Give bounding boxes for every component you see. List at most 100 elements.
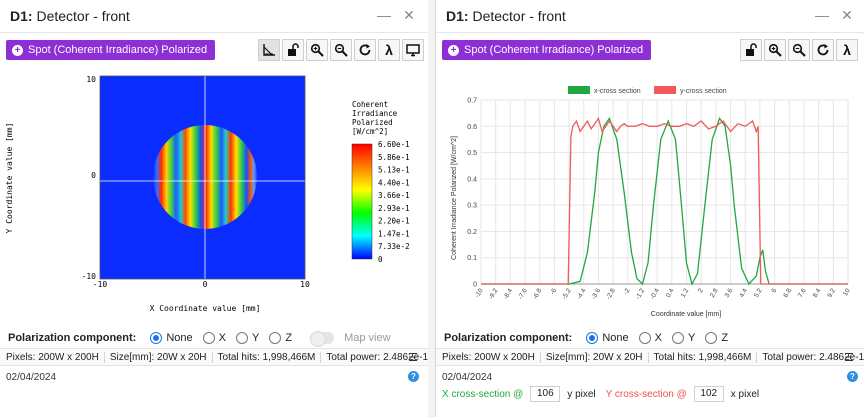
detector-window-left: D1: Detector - front — ✕ + Spot (Coheren… bbox=[0, 0, 428, 417]
plus-circle-icon: + bbox=[12, 44, 23, 56]
y-tick-label: -10 bbox=[82, 272, 97, 281]
cross-section-chart: x-cross section y-cross section 0 0.1 0.2 0.… bbox=[436, 64, 864, 331]
spot-type-button[interactable]: + Spot (Coherent Irradiance) Polarized bbox=[6, 40, 216, 60]
y-tick-label: 0 bbox=[91, 171, 96, 180]
pol-radio-y[interactable] bbox=[235, 332, 248, 344]
y-tick-label: 0.4 bbox=[467, 176, 477, 183]
x-tick-label: 0 bbox=[203, 280, 208, 289]
help-icon[interactable]: ? bbox=[408, 371, 419, 382]
x-tick-label: 2 bbox=[697, 287, 705, 294]
pol-radio-x[interactable] bbox=[202, 332, 215, 344]
title-name: Detector - front bbox=[36, 8, 130, 24]
x-tick-label: -2 bbox=[623, 287, 632, 296]
legend-swatch[interactable] bbox=[568, 86, 590, 94]
x-tick-label: -7.6 bbox=[517, 287, 529, 301]
zoom-out-icon[interactable] bbox=[788, 39, 810, 61]
minimize-icon[interactable]: — bbox=[815, 7, 829, 23]
x-tick-label: -1.2 bbox=[635, 287, 647, 301]
plot-frame bbox=[99, 75, 306, 280]
zoom-out-icon[interactable] bbox=[330, 39, 352, 61]
title-bar[interactable]: D1: Detector - front — ✕ bbox=[436, 0, 864, 33]
x-tick-label: -10 bbox=[474, 287, 485, 299]
pol-radio-none[interactable] bbox=[586, 332, 599, 344]
map-view-toggle[interactable] bbox=[310, 331, 335, 347]
pol-radio-y[interactable] bbox=[671, 332, 684, 344]
pol-option-label: Y bbox=[687, 332, 696, 344]
y-axis-label: Y Coordinate value [mm] bbox=[5, 123, 14, 234]
cross-section-controls: X cross-section @ 106 y pixel Y cross-se… bbox=[442, 385, 759, 403]
pol-radio-x[interactable] bbox=[638, 332, 651, 344]
pol-radio-z[interactable] bbox=[705, 332, 718, 344]
pol-option-label: X bbox=[654, 332, 662, 344]
x-tick-label: 2.8 bbox=[709, 287, 720, 299]
colorbar-tick-label: 1.47e-1 bbox=[378, 229, 410, 238]
y-cross-section-label: Y cross-section @ bbox=[605, 388, 687, 400]
zoom-in-icon[interactable] bbox=[764, 39, 786, 61]
pol-option-label: X bbox=[218, 332, 226, 344]
y-cross-section-input[interactable]: 102 bbox=[693, 386, 724, 402]
help-icon[interactable]: ? bbox=[847, 371, 858, 382]
x-tick-label: -5.2 bbox=[561, 287, 573, 301]
x-pixel-label: x pixel bbox=[730, 388, 760, 400]
x-tick-label: -8.4 bbox=[502, 287, 514, 301]
series-line-0 bbox=[481, 116, 848, 286]
x-tick-label: 5.2 bbox=[753, 287, 764, 299]
title-bar[interactable]: D1: Detector - front — ✕ bbox=[0, 0, 428, 33]
colorbar-tick-label: 2.20e-1 bbox=[378, 217, 410, 226]
x-tick-label: 8.4 bbox=[812, 287, 823, 299]
size-stat: Size[mm]: 20W x 20H bbox=[541, 351, 649, 363]
spot-svg: -10 0 10 10 0 -10 X Coordinate value [mm… bbox=[5, 75, 410, 313]
title-prefix: D1: bbox=[10, 8, 33, 24]
spot-diagram: -10 0 10 10 0 -10 X Coordinate value [mm… bbox=[0, 64, 428, 331]
wavelength-icon[interactable]: λ bbox=[378, 39, 400, 61]
x-tick-label: -4.4 bbox=[576, 287, 588, 301]
pol-radio-none[interactable] bbox=[150, 332, 163, 344]
title-prefix: D1: bbox=[446, 8, 469, 24]
polarization-row: Polarization component: None X Y Z Map v… bbox=[8, 330, 391, 347]
y-tick-label: 0.6 bbox=[467, 124, 477, 131]
series-line-1 bbox=[481, 116, 848, 285]
legend-label: x-cross section bbox=[594, 88, 641, 95]
pol-option-label: None bbox=[166, 332, 193, 344]
ruler-icon[interactable] bbox=[258, 39, 280, 61]
x-axis-label: X Coordinate value [mm] bbox=[150, 304, 261, 313]
refresh-icon[interactable] bbox=[354, 39, 376, 61]
colorbar-title: Polarized bbox=[352, 118, 393, 127]
colorbar-title: Irradiance bbox=[352, 109, 398, 118]
legend-swatch[interactable] bbox=[654, 86, 676, 94]
monitor-icon[interactable] bbox=[402, 39, 424, 61]
y-tick-label: 0.1 bbox=[467, 255, 477, 262]
unlock-icon[interactable] bbox=[282, 39, 304, 61]
refresh-icon[interactable] bbox=[812, 39, 834, 61]
x-tick-label: -2.8 bbox=[605, 287, 617, 301]
wavelength-icon[interactable]: λ bbox=[836, 39, 858, 61]
lambda-glyph: λ bbox=[843, 42, 851, 58]
x-tick-label: 6 bbox=[770, 287, 778, 294]
close-icon[interactable]: ✕ bbox=[403, 7, 415, 23]
minimize-icon[interactable]: — bbox=[377, 7, 391, 23]
hamburger-icon[interactable]: ☰ bbox=[844, 352, 854, 364]
x-tick-label: -9.2 bbox=[488, 287, 500, 301]
y-tick-label: 0.3 bbox=[467, 203, 477, 210]
pol-option-label: Z bbox=[285, 332, 293, 344]
date-label: 02/04/2024 bbox=[442, 372, 493, 383]
x-cross-section-input[interactable]: 106 bbox=[530, 386, 561, 402]
hamburger-icon[interactable]: ☰ bbox=[408, 352, 418, 364]
pol-radio-z[interactable] bbox=[269, 332, 282, 344]
zoom-in-icon[interactable] bbox=[306, 39, 328, 61]
unlock-icon[interactable] bbox=[740, 39, 762, 61]
title-name: Detector - front bbox=[472, 8, 566, 24]
colorbar-tick-label: 0 bbox=[378, 255, 383, 264]
spot-type-button[interactable]: + Spot (Coherent Irradiance) Polarized bbox=[442, 40, 652, 60]
stats-bar: Pixels: 200W x 200H Size[mm]: 20W x 20H … bbox=[0, 348, 428, 366]
colorbar-title: [W/cm^2] bbox=[352, 127, 388, 136]
colorbar-tick-label: 5.13e-1 bbox=[378, 166, 410, 175]
right-toolbar: λ bbox=[740, 39, 858, 61]
close-icon[interactable]: ✕ bbox=[841, 7, 853, 23]
left-toolbar: λ bbox=[258, 39, 424, 61]
power-stat: Total power: 2.4862e-1 bbox=[321, 352, 428, 363]
pol-option-label: Y bbox=[251, 332, 260, 344]
x-tick-label: 7.6 bbox=[797, 287, 808, 299]
colorbar-tick-label: 4.40e-1 bbox=[378, 178, 410, 187]
x-tick-label: 0.4 bbox=[665, 287, 676, 299]
